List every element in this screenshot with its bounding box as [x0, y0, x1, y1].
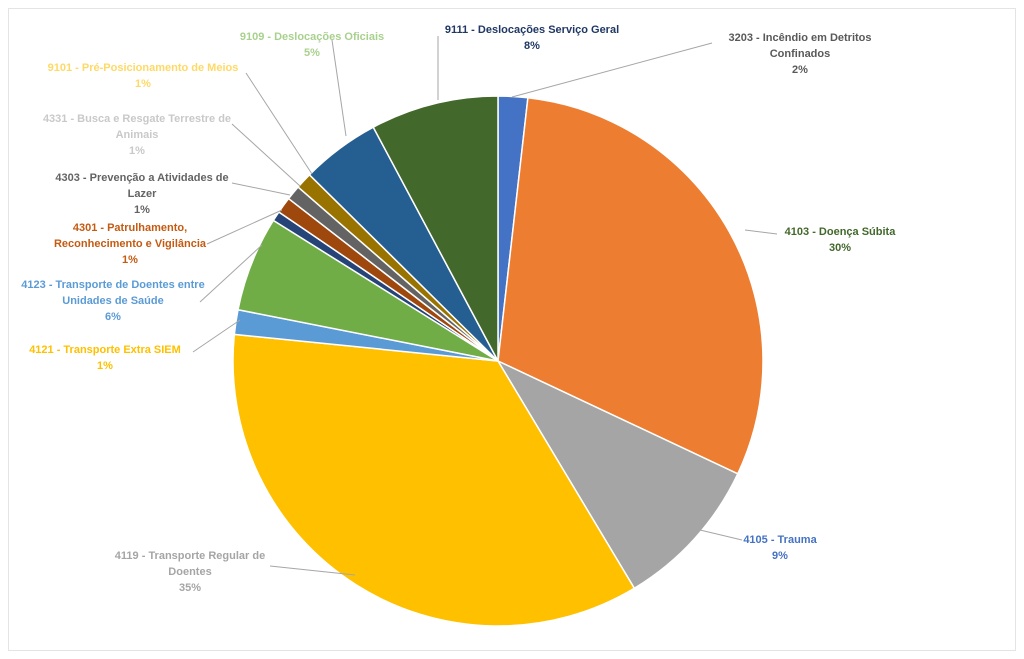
data-label-name: Doentes	[168, 566, 212, 578]
pie-slice	[497, 96, 764, 475]
data-label-percent: 30%	[828, 242, 852, 254]
data-label: 9101 - Pré-Posicionamento de Meios 1%	[48, 60, 239, 92]
leader-line	[231, 123, 301, 187]
leader-line	[744, 229, 778, 235]
data-label-name: 4303 - Prevenção a Atividades de	[55, 172, 229, 184]
data-label-name: Animais	[115, 129, 159, 141]
data-label: 4331 - Busca e Resgate Terrestre de Anima…	[43, 111, 231, 159]
data-label-percent: 5%	[304, 47, 320, 59]
data-label: 4123 - Transporte de Doentes entre Unidad…	[21, 277, 204, 325]
data-label-name: 4121 - Transporte Extra SIEM	[29, 344, 181, 356]
leader-line	[269, 565, 356, 576]
data-label-name: 4331 - Busca e Resgate Terrestre de	[42, 113, 232, 125]
data-label-percent: 35%	[178, 582, 202, 594]
data-label: 4301 - Patrulhamento, Reconhecimento e Vi…	[54, 220, 206, 268]
data-label-name: 4105 - Trauma	[743, 534, 817, 546]
data-label-percent: 1%	[135, 78, 151, 90]
data-label: 4303 - Prevenção a Atividades de Lazer 1%	[55, 170, 228, 218]
data-label-name: 9109 - Deslocações Oficiais	[239, 31, 385, 43]
data-label: 4105 - Trauma 9%	[743, 532, 816, 564]
data-label-percent: 8%	[524, 40, 540, 52]
leader-line	[192, 319, 241, 353]
leader-line	[245, 72, 313, 175]
leader-line	[199, 244, 263, 303]
leader-line	[699, 529, 743, 541]
data-label-percent: 1%	[122, 254, 138, 266]
pie-slice	[372, 95, 499, 362]
data-label: 3203 - Incêndio em Detritos Confinados 2%	[728, 30, 871, 78]
leader-line	[231, 182, 291, 196]
data-label: 4119 - Transporte Regular de Doentes 35%	[115, 548, 265, 596]
data-label-name: 4119 - Transporte Regular de	[114, 550, 266, 562]
data-label-percent: 6%	[105, 311, 121, 323]
pie-slice	[232, 333, 636, 627]
data-label-percent: 1%	[134, 204, 150, 216]
data-label: 9111 - Deslocações Serviço Geral 8%	[445, 22, 619, 54]
data-label-name: Reconhecimento e Vigilância	[53, 238, 207, 250]
leader-line	[511, 42, 713, 98]
data-label-name: 4301 - Patrulhamento,	[72, 222, 188, 234]
leader-line	[206, 209, 283, 245]
data-label-name: Confinados	[769, 48, 831, 60]
data-label-percent: 1%	[129, 145, 145, 157]
leader-line	[331, 39, 347, 137]
data-label: 4121 - Transporte Extra SIEM 1%	[29, 342, 181, 374]
data-label-name: Lazer	[127, 188, 157, 200]
data-label-percent: 2%	[792, 64, 808, 76]
data-label-name: Unidades de Saúde	[62, 295, 164, 307]
data-label-percent: 9%	[772, 550, 788, 562]
data-label: 4103 - Doença Súbita 30%	[785, 224, 896, 256]
data-label-name: 9101 - Pré-Posicionamento de Meios	[47, 62, 239, 74]
data-label-name: 4123 - Transporte de Doentes entre	[21, 279, 205, 291]
data-label-percent: 1%	[97, 360, 113, 372]
pie-slice	[496, 359, 739, 590]
data-label: 9109 - Deslocações Oficiais 5%	[240, 29, 384, 61]
data-label-name: 9111 - Deslocações Serviço Geral	[444, 24, 620, 36]
data-label-name: 4103 - Doença Súbita	[784, 226, 896, 238]
data-label-name: 3203 - Incêndio em Detritos	[728, 32, 872, 44]
